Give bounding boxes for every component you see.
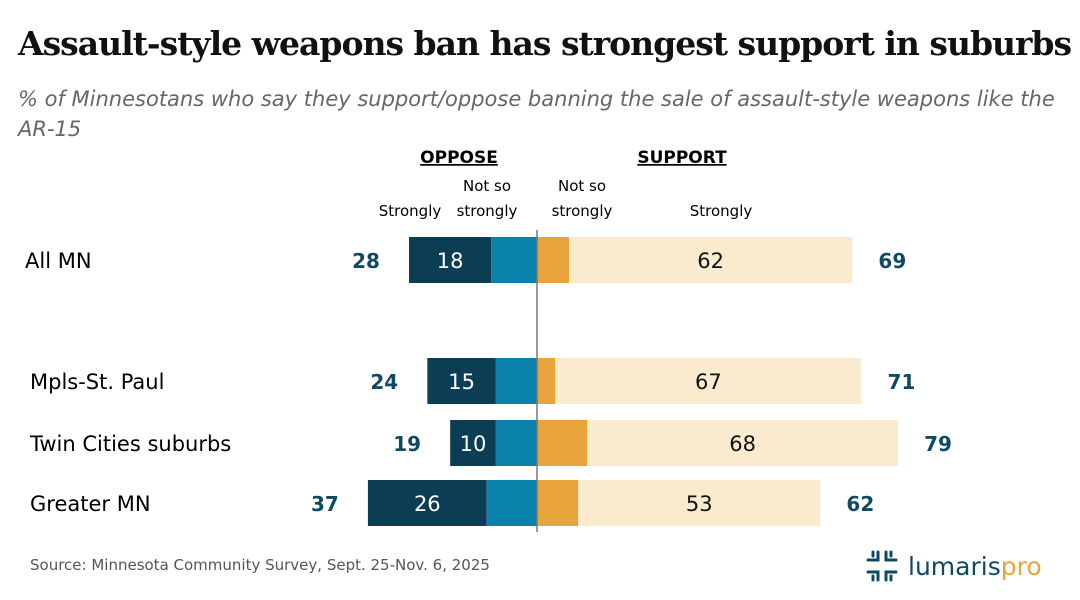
value-label-oppose-strongly: 15 (448, 370, 475, 394)
oppose-total-label: 37 (311, 492, 339, 516)
logo-text-accent: pro (1001, 552, 1042, 581)
logo-mark-icon (866, 550, 898, 582)
bar-support-strongly (568, 237, 853, 283)
chart-subtitle: % of Minnesotans who say they support/op… (18, 87, 1055, 141)
bar-support-strongly (578, 480, 821, 526)
oppose-total-label: 19 (393, 432, 421, 456)
oppose-total-label: 28 (352, 249, 380, 273)
oppose-total-label: 24 (370, 370, 398, 394)
column-label-oppose-strongly: Strongly (379, 202, 442, 220)
support-total-label: 62 (846, 492, 874, 516)
support-total-label: 71 (888, 370, 916, 394)
oppose-header: OPPOSE (420, 148, 498, 168)
lumarispro-logo: lumarispro (866, 550, 1042, 582)
support-total-label: 79 (924, 432, 952, 456)
bar-oppose-strongly (367, 480, 487, 526)
logo-text-main: lumaris (908, 552, 1001, 581)
source-note: Source: Minnesota Community Survey, Sept… (30, 556, 490, 574)
bar-oppose-strongly (409, 237, 492, 283)
bar-support-not-so (537, 358, 556, 404)
bar-support-strongly (587, 420, 899, 466)
column-label-support-not-so: Not so (558, 177, 606, 195)
support-header: SUPPORT (637, 148, 727, 168)
column-label-oppose-not-so: Not so (463, 177, 511, 195)
chart-title: Assault-style weapons ban has strongest … (18, 24, 1072, 63)
bar-support-not-so (537, 480, 579, 526)
bar-oppose-not-so (495, 358, 537, 404)
bar-oppose-not-so (495, 420, 537, 466)
value-label-support-strongly: 68 (729, 432, 756, 456)
category-label: Twin Cities suburbs (29, 432, 231, 456)
svg-text:lumarispro: lumarispro (908, 552, 1042, 581)
category-label: Mpls-St. Paul (30, 370, 164, 394)
bar-support-not-so (537, 237, 569, 283)
value-label-support-strongly: 62 (697, 249, 724, 273)
bar-support-not-so (537, 420, 588, 466)
bar-oppose-strongly (450, 420, 496, 466)
value-label-oppose-strongly: 18 (437, 249, 464, 273)
value-label-support-strongly: 67 (695, 370, 722, 394)
column-label-support-strongly: Strongly (690, 202, 753, 220)
column-label-oppose-not-so-2: strongly (457, 202, 518, 220)
category-label: Greater MN (30, 492, 151, 516)
value-label-oppose-strongly: 26 (414, 492, 441, 516)
bar-oppose-not-so (486, 480, 537, 526)
bar-oppose-not-so (491, 237, 537, 283)
bar-support-strongly (555, 358, 862, 404)
support-total-label: 69 (878, 249, 906, 273)
column-label-support-not-so-2: strongly (552, 202, 613, 220)
category-label: All MN (25, 249, 92, 273)
value-label-support-strongly: 53 (686, 492, 713, 516)
value-label-oppose-strongly: 10 (460, 432, 487, 456)
bar-oppose-strongly (427, 358, 496, 404)
